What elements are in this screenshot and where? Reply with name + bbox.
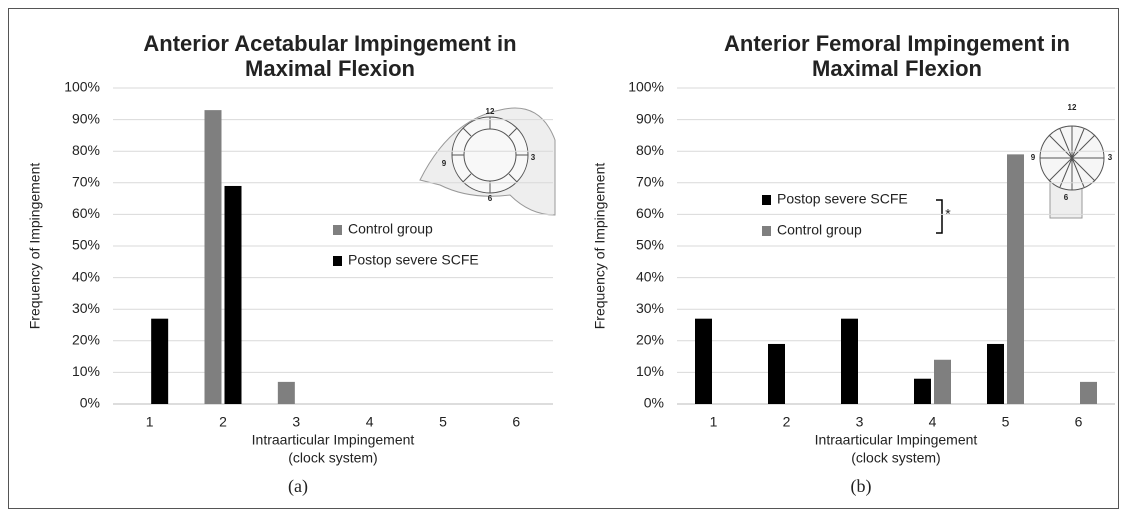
y-tick-label: 80%	[636, 142, 664, 158]
bar	[278, 382, 295, 404]
y-axis-label: Frequency of Impingement	[27, 163, 43, 330]
x-tick-label: 1	[710, 414, 718, 430]
inset-label: 9	[1031, 153, 1036, 162]
legend-label: Control group	[777, 222, 862, 238]
inset-b	[1040, 126, 1104, 218]
inset-label: 3	[1108, 153, 1113, 162]
x-tick-label: 4	[929, 414, 937, 430]
bar	[841, 319, 858, 404]
bar	[1007, 154, 1024, 404]
x-tick-label: 2	[783, 414, 791, 430]
inset-label: 9	[442, 159, 447, 168]
y-tick-label: 70%	[636, 174, 664, 190]
x-tick-label: 4	[366, 414, 374, 430]
y-tick-label: 40%	[72, 268, 100, 284]
y-tick-label: 40%	[636, 268, 664, 284]
x-axis-label: Intraarticular Impingement	[815, 432, 978, 448]
y-tick-label: 50%	[72, 237, 100, 253]
figure: Anterior Acetabular Impingement inMaxima…	[0, 0, 1126, 509]
inset-label: 6	[1064, 193, 1069, 202]
caption: (a)	[288, 476, 308, 497]
bar	[987, 344, 1004, 404]
bar	[225, 186, 242, 404]
inset-label: 12	[486, 107, 495, 116]
bar	[695, 319, 712, 404]
inset-label: 6	[488, 194, 493, 203]
x-tick-label: 5	[1002, 414, 1010, 430]
inset-label: 3	[531, 153, 536, 162]
y-tick-label: 0%	[80, 395, 100, 411]
y-tick-label: 20%	[636, 332, 664, 348]
x-tick-label: 2	[219, 414, 227, 430]
bar	[1080, 382, 1097, 404]
bar	[934, 360, 951, 404]
legend-label: Postop severe SCFE	[777, 191, 908, 207]
y-tick-label: 10%	[636, 363, 664, 379]
y-tick-label: 60%	[636, 205, 664, 221]
y-axis-label: Frequency of Impingement	[592, 163, 608, 330]
chart-title: Maximal Flexion	[812, 56, 982, 81]
bar	[151, 319, 168, 404]
y-tick-label: 80%	[72, 142, 100, 158]
legend-swatch	[333, 256, 342, 266]
y-tick-label: 30%	[636, 300, 664, 316]
x-tick-label: 6	[512, 414, 520, 430]
x-axis-label: (clock system)	[851, 450, 940, 466]
x-axis-label: Intraarticular Impingement	[252, 432, 415, 448]
inset-label: 12	[1068, 103, 1077, 112]
legend-swatch	[762, 226, 771, 236]
caption: (b)	[851, 476, 872, 497]
legend-swatch	[762, 195, 771, 205]
legend-swatch	[333, 225, 342, 235]
x-tick-label: 1	[146, 414, 154, 430]
bar	[205, 110, 222, 404]
y-tick-label: 100%	[628, 79, 664, 95]
chart-title: Anterior Acetabular Impingement in	[143, 31, 516, 56]
y-tick-label: 90%	[72, 110, 100, 126]
y-tick-label: 70%	[72, 174, 100, 190]
bracket	[936, 200, 942, 233]
y-tick-label: 90%	[636, 110, 664, 126]
annotation: *	[945, 206, 951, 222]
x-tick-label: 6	[1075, 414, 1083, 430]
y-tick-label: 50%	[636, 237, 664, 253]
y-tick-label: 0%	[644, 395, 664, 411]
bar	[768, 344, 785, 404]
y-tick-label: 60%	[72, 205, 100, 221]
bar	[914, 379, 931, 404]
x-tick-label: 3	[856, 414, 864, 430]
legend-label: Control group	[348, 221, 433, 237]
x-tick-label: 3	[292, 414, 300, 430]
chart-title: Anterior Femoral Impingement in	[724, 31, 1070, 56]
y-tick-label: 10%	[72, 363, 100, 379]
legend-label: Postop severe SCFE	[348, 252, 479, 268]
y-tick-label: 30%	[72, 300, 100, 316]
x-axis-label: (clock system)	[288, 450, 377, 466]
y-tick-label: 100%	[64, 79, 100, 95]
x-tick-label: 5	[439, 414, 447, 430]
chart-title: Maximal Flexion	[245, 56, 415, 81]
y-tick-label: 20%	[72, 332, 100, 348]
